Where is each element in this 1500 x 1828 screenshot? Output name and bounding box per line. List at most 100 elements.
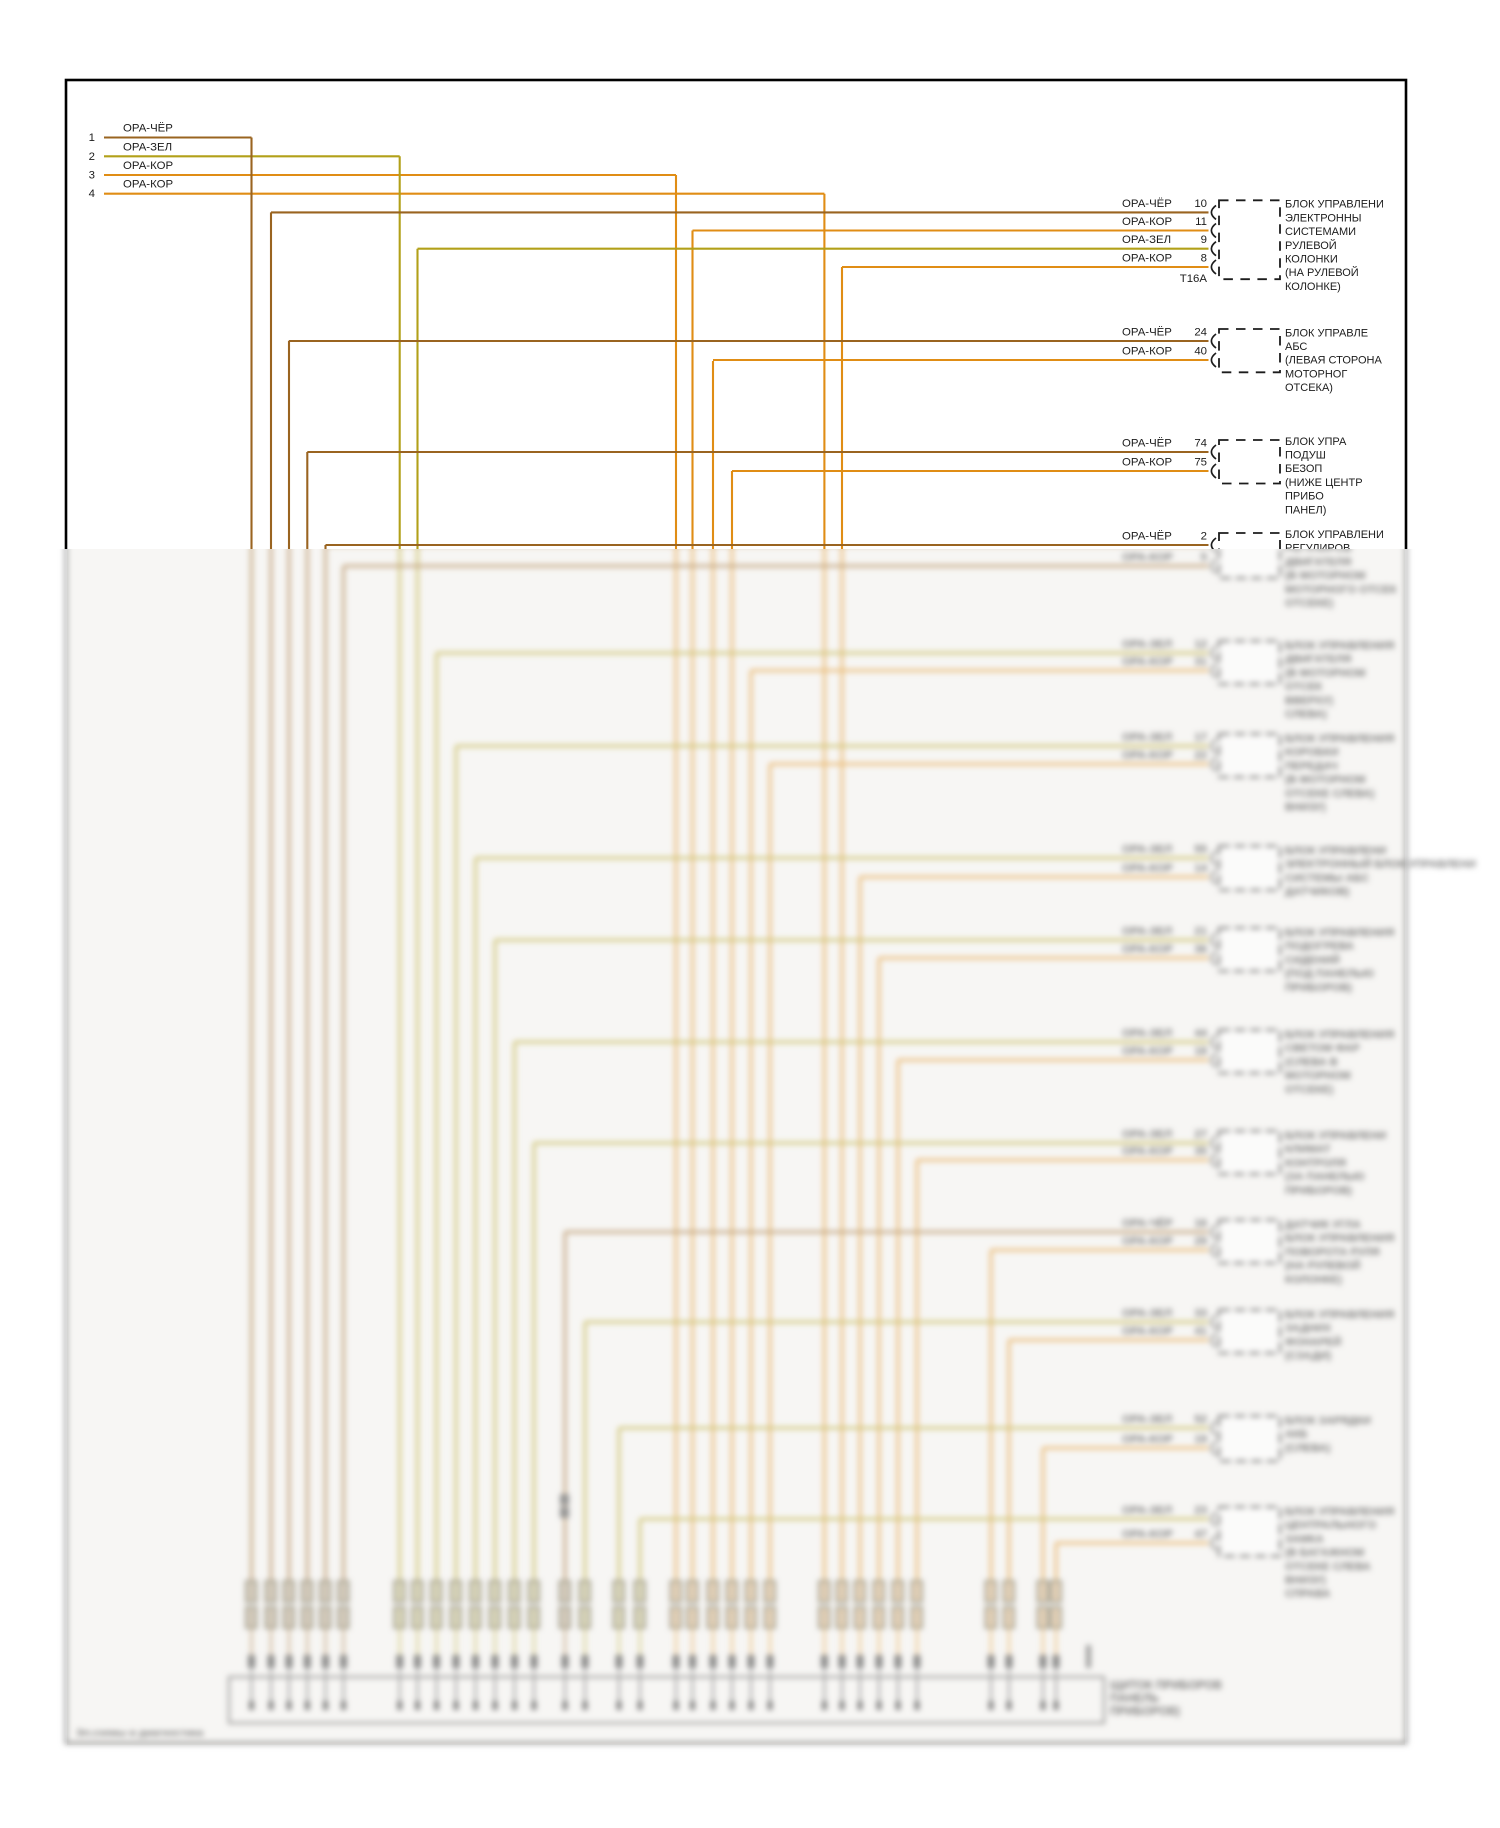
- svg-text:11: 11: [1195, 216, 1207, 228]
- svg-text:ОРА-ЧЁР: ОРА-ЧЁР: [123, 123, 173, 135]
- svg-text:ОРА-КОР: ОРА-КОР: [1122, 457, 1172, 469]
- svg-text:ДАТЧИКОВ): ДАТЧИКОВ): [1285, 886, 1350, 898]
- svg-text:ОРА-КОР: ОРА-КОР: [1122, 552, 1173, 564]
- svg-text:4: 4: [89, 188, 95, 200]
- svg-text:ОРА-ЧЁР: ОРА-ЧЁР: [1122, 327, 1172, 339]
- svg-text:9: 9: [1201, 234, 1207, 246]
- svg-text:41: 41: [1194, 1326, 1207, 1338]
- svg-text:ОРА-КОР: ОРА-КОР: [1122, 1529, 1173, 1541]
- svg-text:74: 74: [1194, 438, 1207, 450]
- svg-text:(СЛЕВА): (СЛЕВА): [1285, 1442, 1331, 1454]
- svg-text:ОРА-КОР: ОРА-КОР: [1122, 1046, 1173, 1058]
- svg-text:(СЛЕВА В: (СЛЕВА В: [1285, 1056, 1338, 1068]
- svg-text:14: 14: [1194, 863, 1207, 875]
- svg-text:БЛОК ЗАРЯДКИ: БЛОК ЗАРЯДКИ: [1285, 1415, 1371, 1427]
- svg-text:Эл.схемы и диагностика: Эл.схемы и диагностика: [76, 1727, 203, 1739]
- svg-text:БЛОК УПРАВЛЕНИЯ: БЛОК УПРАВЛЕНИЯ: [1285, 1309, 1394, 1321]
- svg-text:ФОНАРЕЙ: ФОНАРЕЙ: [1285, 1335, 1342, 1348]
- svg-text:27: 27: [1194, 1129, 1207, 1141]
- svg-text:ЗАДНИХ: ЗАДНИХ: [1285, 1323, 1332, 1335]
- svg-text:КОЛОНКИ: КОЛОНКИ: [1285, 254, 1338, 266]
- svg-text:16: 16: [1194, 1218, 1207, 1230]
- svg-text:ОРА-КОР: ОРА-КОР: [1122, 656, 1173, 668]
- svg-text:КОЛОНКЕ): КОЛОНКЕ): [1285, 1274, 1342, 1286]
- svg-text:РУЛЕВОЙ: РУЛЕВОЙ: [1285, 239, 1337, 252]
- svg-text:3: 3: [89, 170, 95, 182]
- svg-text:ЩИТОК ПРИБОРОВ: ЩИТОК ПРИБОРОВ: [1110, 1680, 1222, 1692]
- svg-text:ОРА-ЗЕЛ: ОРА-ЗЕЛ: [1122, 639, 1172, 651]
- svg-text:ПОВОРОТА РУЛЯ: ПОВОРОТА РУЛЯ: [1285, 1246, 1380, 1258]
- svg-text:КОНТРОЛЯ: КОНТРОЛЯ: [1285, 1157, 1346, 1169]
- svg-text:(НА РУЛЕВОЙ: (НА РУЛЕВОЙ: [1285, 266, 1359, 279]
- svg-text:ОРА-ЧЁР: ОРА-ЧЁР: [1122, 198, 1172, 210]
- svg-text:БЛОК УПРАВЛЕ: БЛОК УПРАВЛЕ: [1285, 327, 1368, 339]
- svg-text:МОТОРНОГ: МОТОРНОГ: [1285, 368, 1347, 380]
- svg-text:ЭЛЕКТРОННЫЙ БЛОК УПРАВЛЕНИ: ЭЛЕКТРОННЫЙ БЛОК УПРАВЛЕНИ: [1285, 858, 1476, 871]
- svg-text:ОТСЕКА): ОТСЕКА): [1285, 382, 1333, 394]
- svg-text:ОРА-ЧЁР: ОРА-ЧЁР: [1122, 531, 1172, 543]
- svg-text:БЛОК УПРАВЛЕНИ: БЛОК УПРАВЛЕНИ: [1285, 199, 1384, 211]
- svg-text:(В МОТОРНОМ: (В МОТОРНОМ: [1285, 774, 1365, 786]
- svg-text:75: 75: [1194, 457, 1207, 469]
- svg-text:СИСТЕМЫ АБС: СИСТЕМЫ АБС: [1285, 872, 1369, 884]
- svg-text:МОТОРНОГО ОТСЕК: МОТОРНОГО ОТСЕК: [1285, 584, 1397, 596]
- svg-text:ПАНЕЛ): ПАНЕЛ): [1285, 504, 1326, 516]
- svg-text:ОТСЕКЕ): ОТСЕКЕ): [1285, 598, 1334, 610]
- svg-text:ОРА-КОР: ОРА-КОР: [1122, 346, 1172, 358]
- svg-text:2: 2: [89, 151, 95, 163]
- svg-text:(В МОТОРНОМ: (В МОТОРНОМ: [1285, 667, 1365, 679]
- svg-text:ОРА-КОР: ОРА-КОР: [1122, 253, 1172, 265]
- svg-text:АКБ: АКБ: [1285, 1429, 1308, 1441]
- svg-text:8: 8: [1201, 253, 1207, 265]
- svg-text:КОЛОНКЕ): КОЛОНКЕ): [1285, 281, 1341, 293]
- svg-text:ОРА-КОР: ОРА-КОР: [1122, 944, 1173, 956]
- svg-text:36: 36: [1194, 944, 1207, 956]
- svg-text:ЗАМКА: ЗАМКА: [1285, 1533, 1324, 1545]
- svg-text:ПРИБОРОВ): ПРИБОРОВ): [1110, 1706, 1180, 1718]
- svg-text:ПОДОГРЕВА: ПОДОГРЕВА: [1285, 941, 1354, 953]
- svg-text:КОРОБКИ: КОРОБКИ: [1285, 747, 1339, 759]
- svg-text:52: 52: [1194, 1414, 1207, 1426]
- svg-text:10: 10: [1194, 198, 1207, 210]
- svg-text:17: 17: [1194, 732, 1207, 744]
- svg-text:ВНИЗУ): ВНИЗУ): [1285, 802, 1326, 814]
- svg-text:12: 12: [1194, 639, 1207, 651]
- svg-text:ОРА-КОР: ОРА-КОР: [1122, 1146, 1173, 1158]
- svg-text:БЛОК УПРА: БЛОК УПРА: [1285, 436, 1347, 448]
- svg-text:БЛОК УПРАВЛЕНИ: БЛОК УПРАВЛЕНИ: [1285, 845, 1386, 857]
- svg-text:ПРИБО: ПРИБО: [1285, 491, 1324, 503]
- svg-text:ОРА-ЗЕЛ: ОРА-ЗЕЛ: [1122, 844, 1172, 856]
- svg-text:24: 24: [1194, 327, 1207, 339]
- svg-text:СИСТЕМАМИ: СИСТЕМАМИ: [1285, 226, 1356, 238]
- svg-text:РЕГУЛИРОВ: РЕГУЛИРОВ: [1285, 549, 1352, 555]
- svg-text:БЛОК УПРАВЛЕНИЯ: БЛОК УПРАВЛЕНИЯ: [1285, 1233, 1394, 1245]
- svg-text:19: 19: [1194, 1434, 1207, 1446]
- svg-text:ВНИЗУ): ВНИЗУ): [1285, 1575, 1326, 1587]
- svg-text:(ЗА ПАНЕЛЬЮ: (ЗА ПАНЕЛЬЮ: [1285, 1171, 1365, 1183]
- svg-text:ОРА-ЗЕЛ: ОРА-ЗЕЛ: [1122, 1308, 1172, 1320]
- svg-text:ДВИГАТЕЛЯ: ДВИГАТЕЛЯ: [1285, 654, 1351, 666]
- svg-text:31: 31: [1194, 656, 1207, 668]
- svg-text:ОРА-ЗЕЛ: ОРА-ЗЕЛ: [1122, 234, 1171, 246]
- svg-text:ОРА-ЗЕЛ: ОРА-ЗЕЛ: [123, 141, 172, 153]
- svg-text:55: 55: [1194, 844, 1207, 856]
- svg-text:ОРА-ЗЕЛ: ОРА-ЗЕЛ: [1122, 1505, 1172, 1517]
- svg-text:ДАТЧИК УГЛА: ДАТЧИК УГЛА: [1285, 1219, 1361, 1231]
- svg-text:БЛОК УПРАВЛЕНИЯ: БЛОК УПРАВЛЕНИЯ: [1285, 733, 1394, 745]
- svg-text:МОТОРНОМ: МОТОРНОМ: [1285, 1070, 1351, 1082]
- svg-text:ОТСЕКЕ): ОТСЕКЕ): [1285, 1084, 1334, 1096]
- svg-text:ОРА-КОР: ОРА-КОР: [123, 179, 173, 191]
- svg-text:ОРА-КОР: ОРА-КОР: [1122, 1236, 1173, 1248]
- svg-text:40: 40: [1194, 346, 1207, 358]
- svg-text:ПОДУШ: ПОДУШ: [1285, 450, 1326, 462]
- svg-text:АБС: АБС: [1285, 341, 1307, 353]
- svg-text:21: 21: [1194, 926, 1207, 938]
- svg-text:29: 29: [1194, 1236, 1207, 1248]
- svg-text:ОТСЕКЕ СЛЕВА): ОТСЕКЕ СЛЕВА): [1285, 788, 1375, 800]
- svg-text:ОТСЕК: ОТСЕК: [1285, 681, 1323, 693]
- svg-text:ОРА-КОР: ОРА-КОР: [1122, 750, 1173, 762]
- svg-text:ОРА-КОР: ОРА-КОР: [1122, 216, 1172, 228]
- svg-text:33: 33: [1194, 1308, 1207, 1320]
- svg-text:ОРА-ЗЕЛ: ОРА-ЗЕЛ: [1122, 1414, 1172, 1426]
- svg-text:СПРАВА: СПРАВА: [1285, 1588, 1331, 1600]
